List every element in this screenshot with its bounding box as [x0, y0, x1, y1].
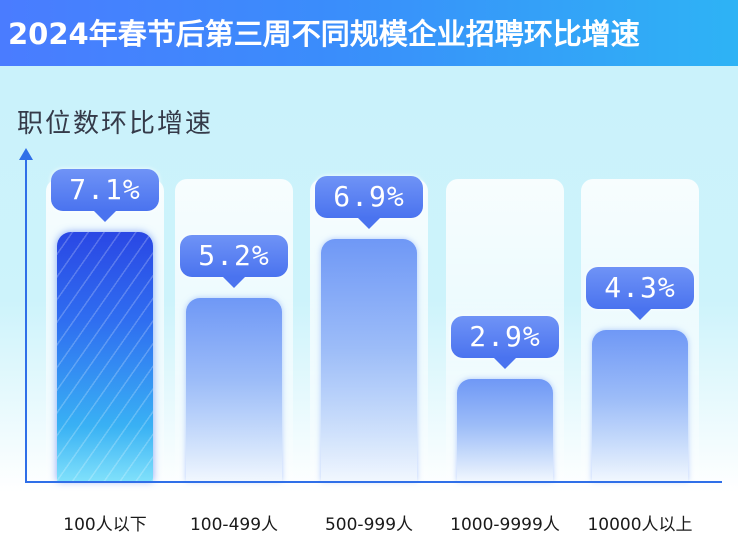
data-label: 5.2% [180, 235, 288, 289]
bar [592, 330, 688, 481]
bar [186, 298, 282, 481]
chart-title: 2024年春节后第三周不同规模企业招聘环比增速 [8, 17, 640, 51]
y-axis-line [25, 158, 27, 483]
x-tick-label: 10000人以上 [587, 515, 693, 535]
x-tick-label: 100-499人 [189, 515, 279, 535]
bar [57, 231, 153, 481]
title-bar: 2024年春节后第三周不同规模企业招聘环比增速 [0, 0, 738, 66]
x-tick-label: 1000-9999人 [450, 515, 560, 535]
x-tick-label: 100人以下 [63, 515, 147, 535]
y-axis-arrow-icon [19, 148, 33, 160]
bar [321, 238, 417, 481]
bar [457, 379, 553, 481]
x-tick-label: 500-999人 [324, 515, 414, 535]
data-label: 4.3% [586, 267, 694, 320]
x-axis-line [25, 481, 722, 483]
y-axis-label: 职位数环比增速 [17, 109, 214, 139]
data-label: 2.9% [451, 316, 559, 370]
data-label: 7.1% [51, 168, 159, 222]
data-label: 6.9% [315, 175, 423, 229]
